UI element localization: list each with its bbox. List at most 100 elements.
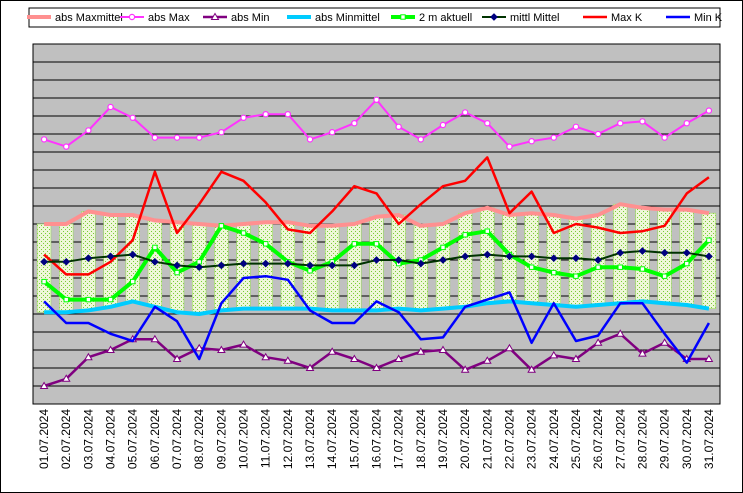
data-point-2-m-aktuell — [240, 230, 247, 236]
data-point-mittl-mittel — [505, 252, 514, 261]
data-point-abs-min — [327, 347, 337, 355]
data-point-abs-max — [528, 137, 535, 145]
data-point-abs-max — [683, 119, 690, 127]
data-point-mittl-mittel — [84, 254, 93, 263]
x-tick-label: 20.07.2024 — [458, 409, 472, 469]
data-point-mittl-mittel — [416, 259, 425, 268]
data-point-abs-max — [240, 114, 247, 122]
data-point-2-m-aktuell — [351, 241, 358, 247]
data-point-mittl-mittel — [150, 257, 159, 266]
data-point-mittl-mittel — [62, 257, 71, 266]
x-tick-label: 01.07.2024 — [37, 409, 51, 469]
series-lines — [39, 96, 714, 389]
data-point-mittl-mittel — [328, 261, 337, 270]
data-point-mittl-mittel — [571, 254, 580, 263]
series-line-max-k — [43, 156, 710, 276]
series-line-min-k — [43, 274, 710, 364]
data-point-mittl-mittel — [372, 256, 381, 264]
x-tick-label: 25.07.2024 — [569, 409, 583, 469]
data-point-mittl-mittel — [283, 259, 292, 268]
data-point-abs-min — [549, 350, 559, 359]
data-point-mittl-mittel — [616, 248, 625, 257]
data-point-abs-max — [351, 119, 358, 127]
legend-item-min-k: Min K — [666, 12, 723, 24]
data-point-2-m-aktuell — [107, 296, 114, 303]
data-point-abs-min — [305, 363, 315, 371]
legend-item-abs-minmittel: abs Minmittel — [287, 12, 380, 24]
legend-item-abs-min: abs Min — [203, 12, 270, 24]
data-point-2-m-aktuell — [373, 241, 380, 247]
data-point-abs-min — [150, 334, 160, 343]
data-point-2-m-aktuell — [617, 264, 623, 270]
range-bar — [568, 218, 584, 308]
data-point-mittl-mittel — [594, 256, 603, 264]
data-point-abs-min — [593, 338, 603, 346]
series-mittl-mittel — [40, 247, 713, 272]
data-point-abs-min — [61, 374, 71, 382]
data-point-2-m-aktuell — [462, 232, 468, 238]
data-point-mittl-mittel — [704, 252, 713, 261]
data-point-abs-min — [660, 338, 669, 346]
range-bar — [36, 223, 52, 313]
data-point-2-m-aktuell — [484, 228, 491, 234]
x-tick-label: 24.07.2024 — [547, 409, 561, 469]
data-point-abs-min — [39, 381, 49, 389]
data-point-2-m-aktuell — [706, 237, 712, 243]
x-tick-label: 23.07.2024 — [525, 409, 539, 469]
x-tick-label: 13.07.2024 — [303, 409, 317, 469]
legend-marker — [210, 12, 220, 20]
data-point-abs-max — [373, 96, 380, 104]
data-point-mittl-mittel — [106, 252, 115, 261]
data-point-2-m-aktuell — [440, 244, 446, 251]
data-point-abs-min — [505, 343, 514, 352]
range-bar — [701, 212, 717, 309]
legend-label: 2 m aktuell — [419, 12, 472, 24]
series-abs-min — [39, 329, 714, 389]
range-bar — [435, 223, 451, 309]
series-abs-maxmittel — [44, 202, 710, 228]
data-point-abs-min — [416, 347, 426, 355]
data-point-abs-min — [172, 354, 182, 362]
x-tick-label: 26.07.2024 — [591, 409, 605, 469]
data-point-abs-max — [439, 121, 447, 129]
data-point-abs-max — [328, 128, 336, 136]
data-point-abs-max — [417, 136, 425, 143]
x-tick-label: 07.07.2024 — [170, 409, 184, 469]
x-tick-label: 08.07.2024 — [192, 409, 206, 469]
data-point-abs-max — [705, 107, 713, 114]
data-point-mittl-mittel — [638, 247, 647, 255]
data-point-mittl-mittel — [350, 261, 359, 270]
legend-marker — [128, 13, 136, 21]
data-point-2-m-aktuell — [262, 241, 269, 247]
data-point-mittl-mittel — [527, 252, 536, 261]
data-point-abs-max — [107, 103, 114, 111]
range-bar — [413, 225, 428, 311]
data-point-mittl-mittel — [128, 250, 137, 259]
legend-marker — [400, 14, 406, 20]
data-point-mittl-mittel — [40, 257, 49, 266]
data-point-mittl-mittel — [195, 263, 204, 272]
x-tick-label: 27.07.2024 — [613, 409, 627, 469]
data-point-abs-min — [704, 354, 714, 362]
gridlines — [33, 61, 720, 387]
data-point-abs-max — [218, 128, 225, 136]
legend-item-max-k: Max K — [583, 12, 643, 24]
series-line-abs-maxmittel — [44, 202, 710, 228]
data-point-mittl-mittel — [549, 254, 558, 263]
x-tick-label: 22.07.2024 — [502, 409, 516, 469]
data-point-mittl-mittel — [483, 250, 492, 259]
data-point-2-m-aktuell — [661, 273, 668, 279]
data-point-mittl-mittel — [306, 261, 314, 270]
data-point-2-m-aktuell — [218, 223, 225, 229]
data-point-abs-min — [482, 356, 492, 364]
legend-label: abs Maxmittel — [55, 12, 123, 24]
legend-label: Max K — [611, 12, 643, 24]
data-point-abs-min — [615, 329, 625, 337]
legend-label: abs Minmittel — [315, 12, 380, 24]
data-point-abs-min — [349, 354, 359, 362]
legend-marker — [490, 13, 498, 21]
data-point-abs-max — [461, 109, 469, 116]
data-point-abs-max — [85, 127, 92, 134]
data-point-abs-max — [484, 119, 491, 127]
